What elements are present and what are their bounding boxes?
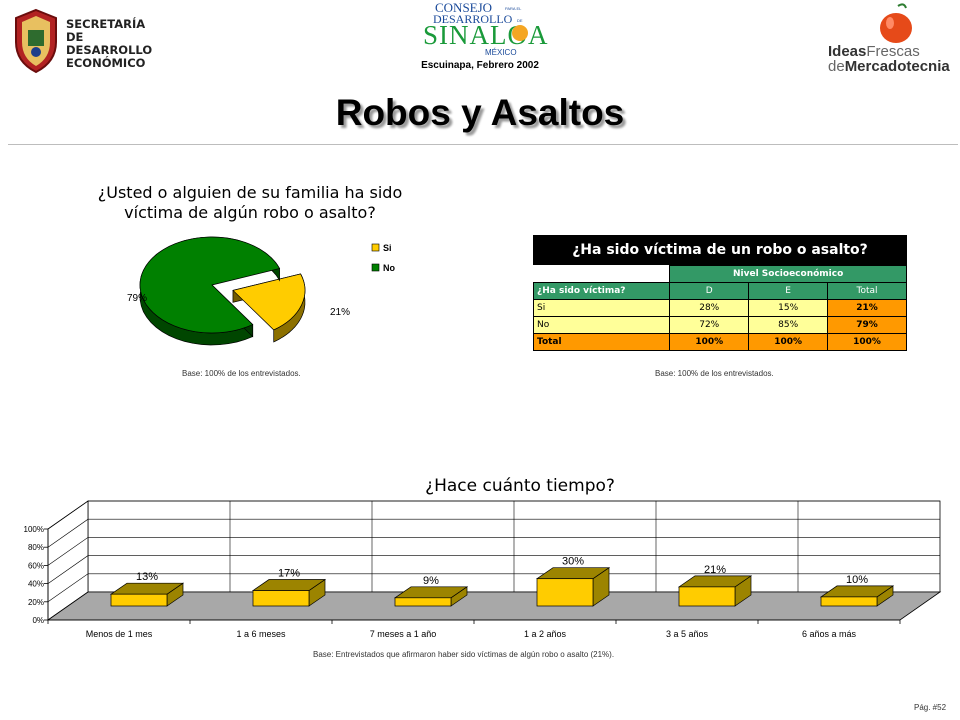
table-row-label: Si [532,299,671,317]
consejo-logo: CONSEJO PARA EL DESARROLLO DE SINALOA MÉ… [405,0,555,62]
table-col-d: D [669,282,750,300]
bar-0 [109,582,185,607]
x-category-label: 6 años a más [802,629,857,639]
consejo-small-2: DE [517,18,523,23]
table-row-si: Si 28% 15% 21% [532,299,907,317]
bar-3 [535,567,611,607]
state-seal-icon [15,8,57,74]
pie-chart: 21% 79% Si No [127,236,395,346]
logo-ideas: Ideas [828,43,867,60]
header-subtitle: Escuinapa, Febrero 2002 [421,60,539,71]
bar-1 [251,578,327,607]
table-cell-total: 79% [827,316,907,334]
secretaria-line-2: DE DESARROLLO [66,30,153,57]
bar-value-label: 17% [278,568,300,580]
bar-value-label: 9% [423,575,439,587]
pie-title-line-2: víctima de algún robo o asalto? [124,203,376,222]
bar-value-label: 10% [846,574,868,586]
x-category-label: 1 a 6 meses [236,629,286,639]
consejo-word: CONSEJO [435,0,493,15]
y-tick-label: 0% [32,616,44,625]
y-tick-label: 40% [28,580,44,589]
mexico-word: MÉXICO [485,48,517,57]
y-tick-label: 80% [28,543,44,552]
table-col-e: E [748,282,829,300]
table-row-total: Total 100% 100% 100% [532,333,907,351]
bar-value-label: 13% [136,571,158,583]
y-tick-label: 20% [28,598,44,607]
victim-table: Nivel Socioeconómico ¿Ha sido víctima? D… [532,265,907,351]
table-cell: 28% [669,299,750,317]
x-category-label: 1 a 2 años [524,629,567,639]
table-group-header: Nivel Socioeconómico [669,265,907,283]
table-row-no: No 72% 85% 79% [532,316,907,334]
pie-chart-title: ¿Usted o alguien de su familia ha sido v… [80,183,420,223]
sun-icon [512,25,528,41]
bar-value-label: 21% [704,564,726,576]
bar-chart: 0% 20% 40% 60% 80% 100% 13% 17% 9% 30% 21% 10% Menos… [24,500,942,639]
bar-5 [819,585,895,607]
bar-4 [677,575,753,607]
x-category-label: 3 a 5 años [666,629,709,639]
table-row-label: No [532,316,671,334]
pie-slice-si [232,273,306,343]
logo-frescas: Frescas [866,43,920,60]
ideas-frescas-logo: IdeasFrescas deMercadotecnia [826,0,958,76]
table-cell: 72% [669,316,750,334]
page-number: Pág. #52 [914,703,947,712]
x-category-label: Menos de 1 mes [86,629,153,639]
secretaria-line-3: ECONÓMICO [66,56,146,70]
table-row-header-label: ¿Ha sido víctima? [532,282,671,300]
bar-2 [393,586,469,607]
table-cell: 85% [748,316,829,334]
pie-base-note: Base: 100% de los entrevistados. [182,369,301,378]
table-cell: 100% [748,333,829,351]
title-divider [8,144,958,145]
apple-icon [880,3,912,43]
table-cell-total: 21% [827,299,907,317]
table-base-note: Base: 100% de los entrevistados. [655,369,774,378]
y-tick-label: 100% [24,525,44,534]
table-cell: 15% [748,299,829,317]
table-cell: 100% [669,333,750,351]
table-cell-total: 100% [827,333,907,351]
x-category-label: 7 meses a 1 año [370,629,437,639]
desarrollo-word: DESARROLLO [433,12,513,26]
victim-table-container: ¿Ha sido víctima de un robo o asalto? Ni… [532,235,907,351]
table-column-header-row: ¿Ha sido víctima? D E Total [532,282,907,300]
pie-label-si: 21% [330,307,350,318]
consejo-small-1: PARA EL [505,6,522,11]
y-tick-label: 60% [28,561,44,570]
legend-swatch-si [371,243,380,252]
pie-slice-no [139,236,281,346]
bar-value-label: 30% [562,556,584,568]
table-empty-corner [533,265,670,283]
secretaria-line-1: SECRETARÍA [66,17,146,31]
legend-label-si: Si [383,243,392,253]
table-row-label: Total [532,333,671,351]
logo-mercadotecnia: Mercadotecnia [844,58,950,75]
legend-label-no: No [383,263,395,273]
secretaria-logo: SECRETARÍA DE DESARROLLO ECONÓMICO [10,8,153,74]
bar-chart-title: ¿Hace cuánto tiempo? [425,476,615,496]
table-col-total: Total [827,282,907,300]
pie-label-no: 79% [127,293,147,304]
page-title: Robos y Asaltos [335,92,625,133]
bar-base-note: Base: Entrevistados que afirmaron haber … [313,650,615,659]
table-group-header-row: Nivel Socioeconómico [533,265,907,283]
logo-de: de [828,58,845,75]
pie-title-line-1: ¿Usted o alguien de su familia ha sido [97,183,403,202]
legend-swatch-no [371,263,380,272]
victim-table-title: ¿Ha sido víctima de un robo o asalto? [533,235,907,265]
